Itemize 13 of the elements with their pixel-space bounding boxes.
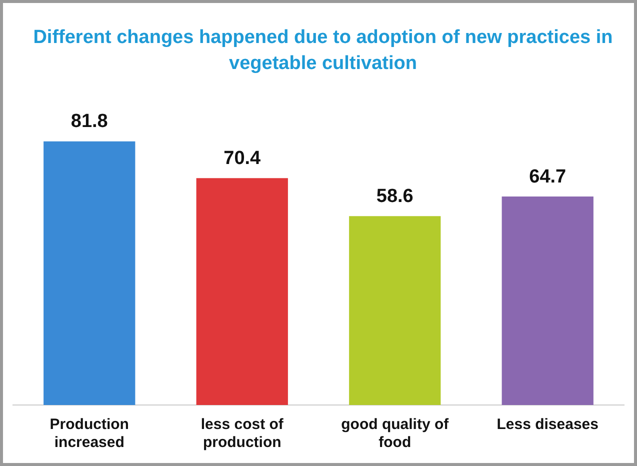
x-tick-label: less cost of production (200, 416, 284, 452)
x-tick-label: good quality of food (341, 416, 450, 452)
x-tick-label: Less diseases (496, 416, 598, 434)
data-label: 58.6 (376, 186, 414, 207)
bar (502, 196, 594, 405)
chart-title: Different changes happened due to adoption of new practices in vegetable cultivation (32, 26, 614, 76)
x-tick-label: Production increased (50, 416, 129, 452)
bar (196, 178, 288, 405)
bar (349, 216, 441, 405)
data-label: 64.7 (529, 166, 566, 188)
data-label: 81.8 (70, 111, 108, 132)
bar (44, 141, 136, 405)
data-label: 70.4 (224, 148, 262, 169)
